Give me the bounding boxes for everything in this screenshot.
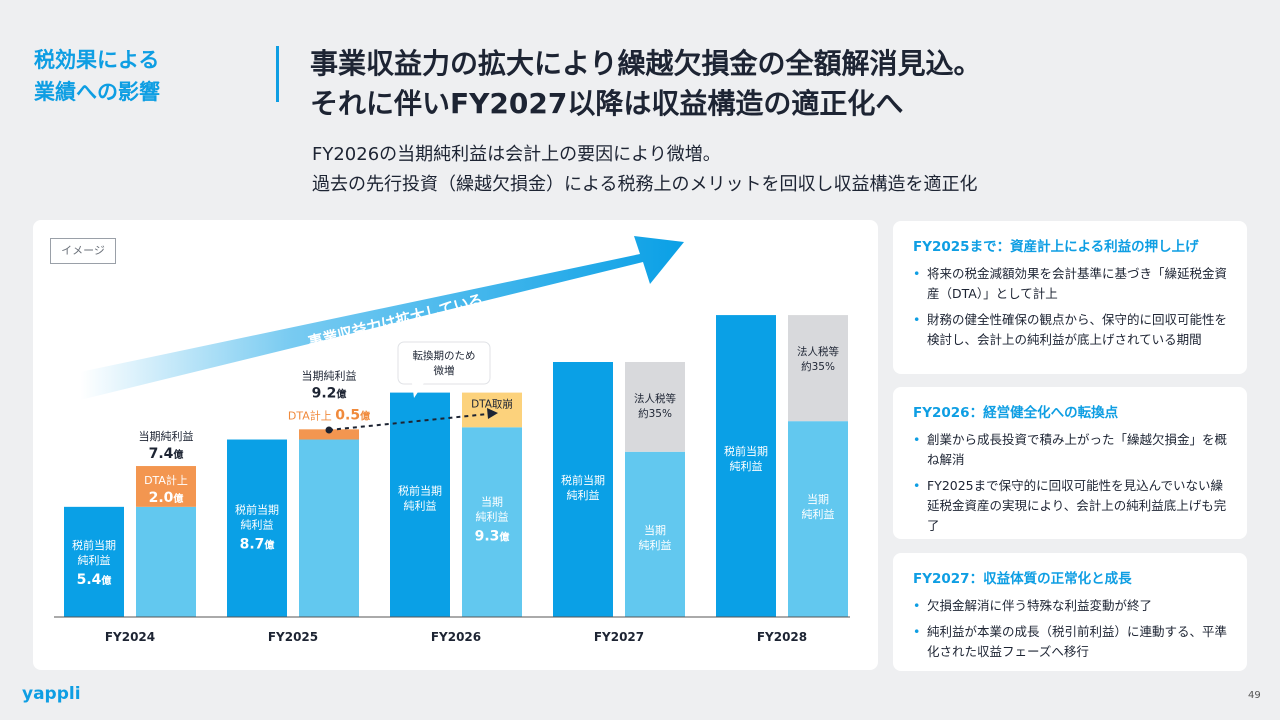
bar-label: 純利益: [567, 488, 600, 502]
bar-value-label: 9.3億: [475, 528, 510, 544]
bar-value-label: 5.4億: [77, 572, 112, 588]
bar-pretax-FY2024: [64, 506, 124, 617]
bar-pretax-FY2027: [553, 362, 613, 617]
bar-label: 当期: [644, 523, 666, 537]
subtext-line2: 過去の先行投資（繰越欠損金）による税務上のメリットを回収し収益構造を適正化: [312, 174, 978, 195]
image-tag: イメージ: [50, 238, 116, 264]
bar-value-label: 8.7億: [240, 537, 275, 553]
dta-label: DTA計上: [144, 473, 188, 487]
dta-transfer-arrowhead: [487, 408, 498, 419]
bar-label: 純利益: [78, 553, 111, 567]
dta-reversal-label: DTA取崩: [471, 398, 513, 411]
subtitle: FY2026の当期純利益は会計上の要因により微増。 過去の先行投資（繰越欠損金）…: [312, 140, 977, 200]
bar-label: 税前当期: [398, 484, 442, 498]
tax-label: 法人税等: [634, 392, 676, 405]
bar-label: 純利益: [476, 509, 509, 523]
callout-text: 微増: [434, 364, 455, 377]
bar-net-FY2026: [462, 427, 522, 617]
section-label-line1: 税効果による: [34, 48, 160, 72]
transition-callout: [397, 341, 491, 385]
headline-line2: それに伴いFY2027以降は収益構造の適正化へ: [310, 87, 904, 120]
tax-label: 約35%: [638, 407, 672, 420]
section-label: 税効果による 業績への影響: [34, 44, 160, 108]
card-title: FY2025まで：資産計上による利益の押し上げ: [913, 239, 1199, 255]
page-number: 49: [1248, 690, 1261, 701]
dta-value: 2.0億: [149, 490, 184, 506]
headline-line1: 事業収益力の拡大により繰越欠損金の全額解消見込。: [310, 47, 982, 80]
card-title: FY2027：収益体質の正常化と成長: [913, 571, 1132, 587]
bar-label: 当期: [481, 494, 503, 508]
bar-label: 税前当期: [235, 503, 279, 517]
bar-net-FY2028: [788, 421, 848, 617]
bar-net-FY2024: [136, 506, 196, 617]
bar-label: 税前当期: [72, 538, 116, 552]
subtext-line1: FY2026の当期純利益は会計上の要因により微増。: [312, 144, 721, 165]
bar-net-FY2025: [299, 439, 359, 617]
top-label: 当期純利益: [139, 429, 194, 443]
card-title: FY2026：経営健全化への転換点: [913, 405, 1119, 421]
dta-transfer-arrow: [328, 413, 489, 431]
top-label: 当期純利益: [302, 368, 357, 382]
card-bullet: 欠損金解消に伴う特殊な利益変動が終了: [913, 596, 1231, 616]
top-value: 9.2億: [312, 385, 347, 401]
section-label-line2: 業績への影響: [34, 80, 160, 104]
bar-pretax-FY2028: [716, 315, 776, 617]
yappli-logo: yappli: [22, 684, 81, 704]
card-fy2025: FY2025まで：資産計上による利益の押し上げ 将来の税金減額効果を会計基準に基…: [893, 221, 1247, 374]
bar-label: 純利益: [404, 499, 437, 513]
bar-label: 当期: [807, 492, 829, 506]
bar-label: 純利益: [802, 507, 835, 521]
card-bullet: FY2025まで保守的に回収可能性を見込んでいない繰延税金資産の実現により、会計…: [913, 476, 1231, 536]
bar-label: 純利益: [241, 518, 274, 532]
category-label: FY2026: [431, 630, 481, 644]
bar-tax-FY2027: [625, 362, 685, 452]
dta-transfer-dot: [325, 426, 333, 434]
bar-dta-FY2025: [299, 429, 359, 440]
bar-pretax-FY2026: [390, 392, 450, 617]
bar-pretax-FY2025: [227, 439, 287, 617]
category-label: FY2025: [268, 630, 318, 644]
card-fy2027: FY2027：収益体質の正常化と成長 欠損金解消に伴う特殊な利益変動が終了 純利…: [893, 553, 1247, 671]
category-label: FY2027: [594, 630, 644, 644]
bar-label: 税前当期: [724, 444, 768, 458]
bar-net-FY2027: [625, 451, 685, 617]
card-bullet: 創業から成長投資で積み上がった「繰越欠損金」を概ね解消: [913, 430, 1231, 470]
transition-callout-tail: [412, 383, 424, 398]
card-bullet: 将来の税金減額効果を会計基準に基づき「繰延税金資産（DTA）」として計上: [913, 264, 1231, 304]
dta-label: DTA計上 0.5億: [288, 407, 370, 423]
card-fy2026: FY2026：経営健全化への転換点 創業から成長投資で積み上がった「繰越欠損金」…: [893, 387, 1247, 539]
category-label: FY2024: [105, 630, 155, 644]
growth-arrow: [80, 236, 684, 400]
top-value: 7.4億: [149, 446, 184, 462]
card-bullet: 財務の健全性確保の観点から、保守的に回収可能性を検討し、会計上の純利益が底上げさ…: [913, 310, 1231, 350]
card-bullet: 純利益が本業の成長（税引前利益）に連動する、平準化された収益フェーズへ移行: [913, 622, 1231, 662]
bar-label: 税前当期: [561, 473, 605, 487]
bar-tax-FY2028: [788, 315, 848, 422]
tax-label: 法人税等: [797, 345, 839, 358]
title-divider: [276, 46, 279, 102]
bar-dta-FY2024: [136, 466, 196, 507]
bar-label: 純利益: [730, 459, 763, 473]
tax-label: 約35%: [801, 360, 835, 373]
category-label: FY2028: [757, 630, 807, 644]
bar-label: 純利益: [639, 538, 672, 552]
callout-text: 転換期のため: [413, 350, 476, 362]
page-title: 事業収益力の拡大により繰越欠損金の全額解消見込。 それに伴いFY2027以降は収…: [310, 44, 981, 124]
bar-dta-reversal: [462, 392, 522, 428]
